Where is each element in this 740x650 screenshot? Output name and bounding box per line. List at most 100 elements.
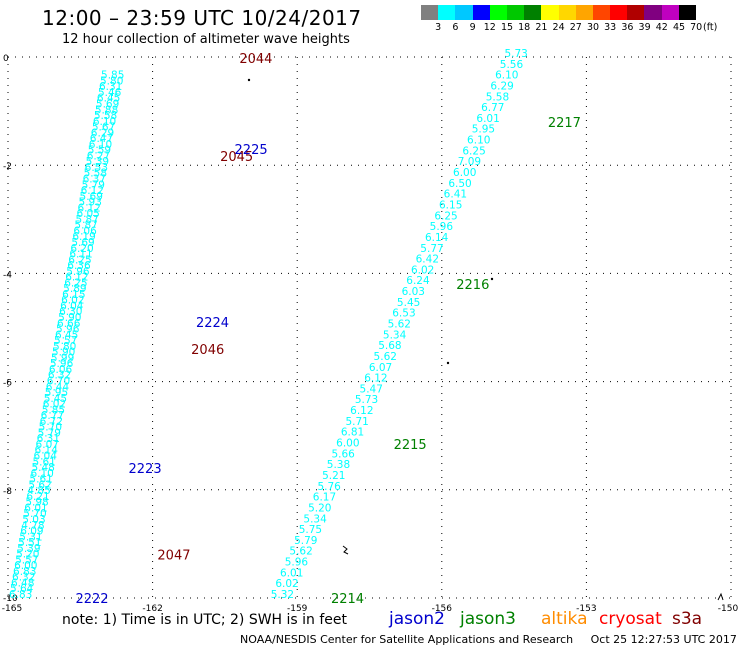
wave-height-value: 6.02 <box>411 264 434 276</box>
legend-label: 24 <box>552 22 565 33</box>
pass-time-label: 2047 <box>157 549 190 564</box>
wave-height-value: 5.79 <box>294 535 317 547</box>
page-title: 12:00 – 23:59 UTC 10/24/2017 <box>42 6 362 30</box>
wave-height-value: 5.58 <box>84 168 107 180</box>
legend-label: 12 <box>483 22 496 33</box>
wave-height-value: 6.25 <box>64 277 87 289</box>
legend-label: 27 <box>569 22 582 33</box>
wave-height-value: 5.59 <box>88 145 111 157</box>
wave-height-value: 6.02 <box>43 399 66 411</box>
wave-height-value: 5.56 <box>500 59 524 71</box>
wave-height-value: 5.62 <box>289 546 312 558</box>
wave-height-value: 6.04 <box>60 300 84 312</box>
wave-height-value: 6.30 <box>59 306 82 318</box>
wave-height-value: 5.39 <box>86 156 109 168</box>
wave-height-value: 6.12 <box>81 185 104 197</box>
wave-height-value: 6.72 <box>40 416 63 428</box>
wave-height-value: 5.76 <box>317 481 341 493</box>
legend-swatch <box>421 5 439 20</box>
legend-swatch <box>558 5 576 20</box>
wave-height-value: 5.90 <box>58 312 81 324</box>
wave-height-value: 5.31 <box>19 531 42 543</box>
legend-labels: 3 6 9 12 15 18 21 24 27 30 33 36 39 42 45 70 (ft) <box>421 20 717 34</box>
wave-height-value: 6.25 <box>462 145 485 157</box>
legend-label: 30 <box>586 22 600 33</box>
legend-label: 33 <box>604 22 617 33</box>
wave-height-value: 6.12 <box>350 405 373 417</box>
pass-time-label: 2217 <box>548 116 581 131</box>
wave-height-value: 5.73 <box>355 394 378 406</box>
legend-swatch <box>438 5 456 20</box>
footer-note: note: 1) Time is in UTC; 2) SWH is in fe… <box>62 612 348 628</box>
wave-height-value: 6.44 <box>46 381 70 393</box>
wave-height-value: 6.12 <box>77 202 100 214</box>
wave-height-value: 5.80 <box>53 341 76 353</box>
wave-height-value: 6.17 <box>313 492 336 504</box>
satellite-key-jason3: jason3 <box>460 609 516 629</box>
pass-time-label: 2223 <box>129 462 162 477</box>
wave-height-value: 5.89 <box>63 283 86 295</box>
wave-height-value: 5.71 <box>345 416 368 428</box>
wave-height-value: 5.51 <box>18 537 41 549</box>
legend-swatch <box>575 5 593 20</box>
wave-height-value: 5.03 <box>22 514 45 526</box>
marker-squiggle <box>342 545 349 555</box>
legend-swatch <box>541 5 559 20</box>
pass-time-labels: 2044 2045 2046 2047 2225 2224 2223 2222 2217 2216… <box>75 52 580 607</box>
wave-height-value: 6.45 <box>97 93 120 105</box>
wave-height-value: 6.10 <box>30 468 53 480</box>
y-tick-label: 0 <box>3 54 9 64</box>
timestamp-text: Oct 25 12:27:53 UTC 2017 <box>590 633 737 646</box>
marker-dot <box>446 361 450 365</box>
wave-height-value: 6.48 <box>11 577 34 589</box>
wave-height-value: 6.29 <box>490 80 513 92</box>
marker-squiggle <box>717 592 724 601</box>
legend-label: 15 <box>500 22 514 33</box>
wave-height-value: 5.75 <box>299 524 322 536</box>
x-tick-label: -150 <box>718 604 739 614</box>
legend-label: 9 <box>469 22 476 33</box>
wave-height-value: 5.96 <box>285 557 309 569</box>
y-tick-label: -10 <box>3 594 18 604</box>
wave-height-value: 6.47 <box>90 133 113 145</box>
wave-height-value: 6.50 <box>448 178 471 190</box>
wave-height-value: 7.09 <box>458 156 481 168</box>
legend-swatch <box>489 5 507 20</box>
wave-height-value: 5.79 <box>82 179 105 191</box>
wave-height-value: 5.21 <box>322 470 345 482</box>
legend-swatches <box>421 5 696 20</box>
wave-height-value: 5.95 <box>45 387 68 399</box>
y-tick-label: -8 <box>3 487 12 497</box>
wave-height-value: 5.61 <box>29 474 52 486</box>
wave-height-value: 5.38 <box>327 459 350 471</box>
legend-swatch <box>524 5 542 20</box>
wave-height-value: 5.73 <box>504 48 527 60</box>
wave-height-value: 5.68 <box>378 340 401 352</box>
legend-swatch <box>610 5 628 20</box>
legend-swatch <box>644 5 662 20</box>
legend-swatch <box>678 5 696 20</box>
wave-height-value: 6.45 <box>55 329 78 341</box>
wave-height-value: 6.00 <box>336 438 359 450</box>
wave-height-value: 6.83 <box>13 566 36 578</box>
wave-height-value: 6.24 <box>406 275 430 287</box>
wave-height-value: 6.36 <box>67 260 91 272</box>
pass-time-label: 2044 <box>239 52 272 67</box>
wave-height-value: 5.34 <box>303 513 327 525</box>
wave-height-value: 6.12 <box>364 373 387 385</box>
satellite-key-jason2: jason2 <box>389 609 445 629</box>
wave-height-value: 6.10 <box>93 116 116 128</box>
wave-height-value: 5.62 <box>28 479 51 491</box>
wave-height-value: 5.96 <box>50 358 74 370</box>
wave-height-value: 5.96 <box>56 324 80 336</box>
wave-height-value: 5.20 <box>16 549 39 561</box>
wave-height-values: 5.855.806.315.466.455.695.885.586.105.67… <box>9 48 528 601</box>
pass-time-label: 2215 <box>394 438 427 453</box>
wave-height-value: 6.06 <box>49 364 73 376</box>
legend-swatch <box>627 5 645 20</box>
wave-height-value: 5.85 <box>42 404 65 416</box>
wave-height-value: 6.06 <box>73 225 97 237</box>
wave-height-value: 5.79 <box>38 427 61 439</box>
wave-height-value: 5.67 <box>92 122 115 134</box>
wave-height-value: 5.87 <box>75 214 98 226</box>
